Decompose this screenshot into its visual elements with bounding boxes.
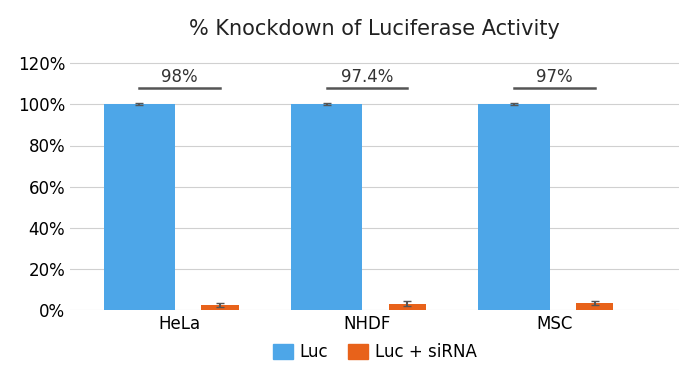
Text: 97.4%: 97.4%: [341, 68, 393, 86]
Text: 98%: 98%: [161, 68, 198, 86]
Legend: Luc, Luc + siRNA: Luc, Luc + siRNA: [266, 337, 483, 368]
Bar: [201, 305, 239, 310]
Text: 97%: 97%: [536, 68, 573, 86]
Bar: [291, 104, 363, 310]
Bar: [389, 303, 426, 310]
Title: % Knockdown of Luciferase Activity: % Knockdown of Luciferase Activity: [189, 19, 560, 40]
Bar: [479, 104, 550, 310]
Bar: [104, 104, 175, 310]
Bar: [576, 303, 613, 310]
